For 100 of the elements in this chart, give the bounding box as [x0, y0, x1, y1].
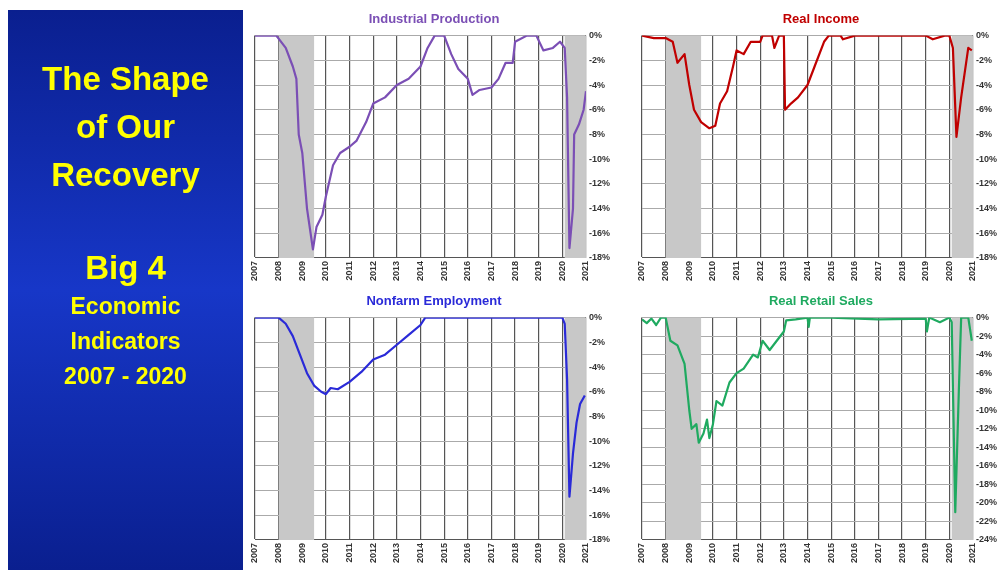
y-tick-label: -2%	[588, 336, 606, 347]
x-tick-label: 2016	[849, 542, 860, 564]
text: The Shape of Our Recovery	[41, 59, 210, 195]
y-tick-label: 0%	[588, 312, 603, 323]
x-tick-label: 2021	[967, 542, 978, 564]
x-tick-label: 2019	[920, 542, 931, 564]
x-tick-label: 2021	[967, 260, 978, 282]
y-tick-label: -18%	[588, 252, 611, 263]
x-tick-label: 2021	[580, 260, 591, 282]
x-tick-label: 2013	[778, 542, 789, 564]
text: Big 4	[84, 249, 167, 287]
y-tick-label: 0%	[975, 312, 990, 323]
x-tick-label: 2018	[509, 542, 520, 564]
y-tick-label: -4%	[975, 79, 993, 90]
y-tick-label: -12%	[588, 460, 611, 471]
x-tick-label: 2018	[509, 260, 520, 282]
y-tick-label: -14%	[975, 441, 998, 452]
y-tick-label: 0%	[975, 30, 990, 41]
y-tick-label: -2%	[975, 54, 993, 65]
x-tick-label: 2020	[556, 260, 567, 282]
x-tick-label: 2019	[920, 260, 931, 282]
y-tick-label: -16%	[588, 227, 611, 238]
y-tick-label: -20%	[975, 497, 998, 508]
x-tick-label: 2007	[249, 542, 260, 564]
x-tick-label: 2007	[249, 260, 260, 282]
x-tick-label: 2019	[533, 542, 544, 564]
x-tick-label: 2017	[485, 260, 496, 282]
y-tick-label: -10%	[588, 153, 611, 164]
y-tick-label: -4%	[975, 349, 993, 360]
chart-title: Nonfarm Employment	[366, 293, 503, 309]
x-tick-label: 2009	[683, 542, 694, 564]
x-tick-label: 2015	[438, 260, 449, 282]
x-tick-label: 2017	[872, 542, 883, 564]
y-tick-label: -6%	[588, 104, 606, 115]
y-tick-label: -14%	[975, 203, 998, 214]
x-tick-label: 2014	[801, 542, 812, 564]
y-tick-label: -8%	[975, 128, 993, 139]
y-tick-label: -18%	[588, 534, 611, 545]
x-tick-label: 2014	[414, 542, 425, 564]
x-tick-label: 2011	[344, 542, 355, 563]
x-tick-label: 2009	[296, 542, 307, 564]
x-tick-label: 2016	[462, 542, 473, 564]
x-tick-label: 2017	[485, 542, 496, 564]
y-tick-label: -12%	[975, 423, 998, 434]
x-tick-label: 2008	[273, 260, 284, 282]
x-tick-label: 2018	[896, 542, 907, 564]
chart-title: Real Retail Sales	[768, 293, 874, 309]
x-tick-label: 2012	[367, 260, 378, 282]
x-tick-label: 2021	[580, 542, 591, 564]
x-tick-label: 2014	[801, 260, 812, 282]
x-tick-label: 2020	[943, 542, 954, 564]
x-tick-label: 2010	[320, 542, 331, 564]
y-tick-label: -6%	[975, 104, 993, 115]
x-tick-label: 2010	[707, 260, 718, 282]
x-tick-label: 2011	[731, 542, 742, 563]
x-tick-label: 2009	[683, 260, 694, 282]
x-tick-label: 2013	[391, 542, 402, 564]
text: Economic Indicators 2007 - 2020	[63, 292, 188, 391]
x-tick-label: 2012	[754, 260, 765, 282]
x-tick-label: 2019	[533, 260, 544, 282]
y-tick-label: -22%	[975, 515, 998, 526]
x-tick-label: 2014	[414, 260, 425, 282]
x-tick-label: 2015	[825, 542, 836, 564]
y-tick-label: -18%	[975, 478, 998, 489]
x-tick-label: 2008	[660, 260, 671, 282]
y-tick-label: -2%	[975, 330, 993, 341]
x-tick-label: 2013	[778, 260, 789, 282]
y-tick-label: -14%	[588, 485, 611, 496]
chart-title: Real Income	[782, 11, 860, 27]
x-tick-label: 2009	[296, 260, 307, 282]
x-tick-label: 2016	[849, 260, 860, 282]
y-tick-label: -12%	[975, 178, 998, 189]
x-tick-label: 2011	[731, 260, 742, 281]
chart-title: Industrial Production	[368, 11, 500, 27]
x-tick-label: 2011	[344, 260, 355, 281]
y-tick-label: -4%	[588, 79, 606, 90]
x-tick-label: 2017	[872, 260, 883, 282]
x-tick-label: 2020	[943, 260, 954, 282]
x-tick-label: 2016	[462, 260, 473, 282]
x-tick-label: 2008	[660, 542, 671, 564]
x-tick-label: 2007	[636, 260, 647, 282]
y-tick-label: -24%	[975, 534, 998, 545]
x-tick-label: 2015	[438, 542, 449, 564]
x-tick-label: 2010	[707, 542, 718, 564]
y-tick-label: -8%	[588, 410, 606, 421]
x-tick-label: 2010	[320, 260, 331, 282]
y-tick-label: -10%	[588, 435, 611, 446]
y-tick-label: -16%	[975, 227, 998, 238]
y-tick-label: -18%	[975, 252, 998, 263]
y-tick-label: -8%	[588, 128, 606, 139]
x-tick-label: 2020	[556, 542, 567, 564]
y-tick-label: -10%	[975, 153, 998, 164]
y-tick-label: -6%	[588, 386, 606, 397]
x-tick-label: 2008	[273, 542, 284, 564]
y-tick-label: -16%	[975, 460, 998, 471]
x-tick-label: 2012	[754, 542, 765, 564]
y-tick-label: -6%	[975, 367, 993, 378]
y-tick-label: -16%	[588, 509, 611, 520]
y-tick-label: -4%	[588, 361, 606, 372]
x-tick-label: 2007	[636, 542, 647, 564]
